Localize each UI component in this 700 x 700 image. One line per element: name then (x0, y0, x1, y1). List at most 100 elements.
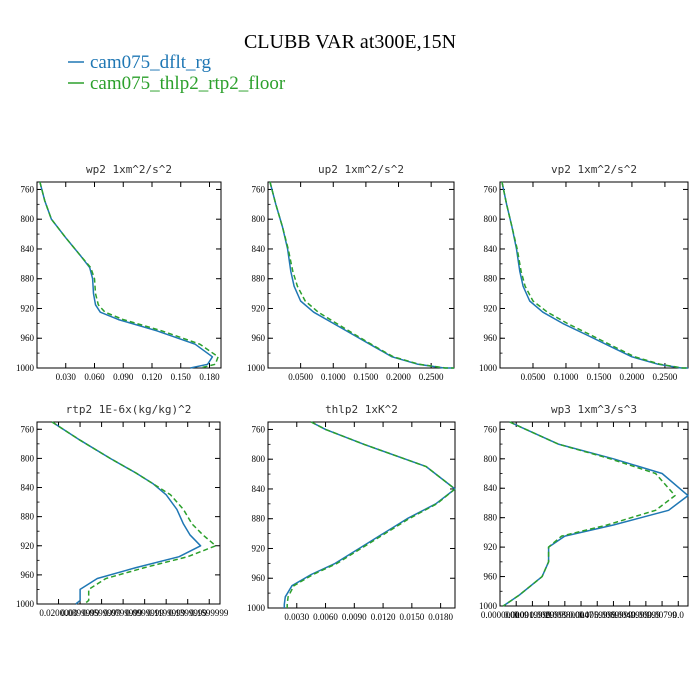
y-tick-label: 760 (484, 424, 498, 434)
legend-label-0: cam075_dflt_rg (90, 52, 212, 73)
x-tick-label: 0.0399999 (61, 608, 100, 618)
x-tick-label: 0.1000 (321, 372, 346, 382)
y-tick-label: 920 (252, 543, 266, 553)
y-tick-label: 840 (21, 483, 35, 493)
x-tick-label: 0.2500 (419, 372, 444, 382)
y-tick-label: 920 (484, 303, 498, 313)
y-tick-label: 840 (21, 244, 35, 254)
plot-frame (267, 421, 456, 609)
y-tick-label: 880 (252, 274, 266, 284)
y-tick-label: 1000 (16, 363, 35, 373)
y-tick-label: 760 (21, 424, 35, 434)
plot-frame (36, 181, 222, 369)
x-tick-label: 0.0180 (428, 612, 453, 622)
y-tick-label: 800 (21, 453, 35, 463)
x-tick-label: 0.0200000 (39, 608, 78, 618)
y-tick-label: 840 (484, 244, 498, 254)
legend: cam075_dflt_rg cam075_thlp2_rtp2_floor (68, 52, 286, 94)
y-tick-label: 840 (252, 484, 266, 494)
plot-frame (499, 181, 689, 369)
series-line-1 (39, 181, 219, 369)
panel-title: rtp2 1E-6x(kg/kg)^2 (66, 403, 192, 416)
x-tick-label: 0.0999999 (126, 608, 165, 618)
y-tick-label: 760 (484, 184, 498, 194)
x-tick-label: 0.0030 (284, 612, 309, 622)
panel-1: up2 1xm^2/s^2 760 800 840 880 920 960 1000 0.050… (247, 163, 455, 382)
panels: wp2 1xm^2/s^2 760 800 840 880 920 960 1000 0.030… (16, 163, 689, 622)
plot-frame (499, 421, 689, 607)
series-line-0 (283, 421, 456, 608)
x-tick-label: 0.1399999 (169, 608, 208, 618)
panel-5: wp3 1xm^3/s^376080084088092096010000.000… (479, 403, 689, 620)
y-tick-label: 960 (252, 573, 266, 583)
y-tick-label: 840 (484, 483, 498, 493)
x-tick-label: 0.0029999 (529, 610, 568, 620)
y-tick-label: 960 (21, 333, 35, 343)
x-tick-label: 0.1599999 (190, 608, 229, 618)
series-line-0 (501, 181, 688, 369)
panel-2: vp2 1xm^2/s^2 760 800 840 880 920 960 1000 0.050… (479, 163, 689, 382)
x-tick-label: 0.0060 (313, 612, 338, 622)
x-tick-label: 0.0799999 (104, 608, 143, 618)
x-tick-label: 0.180 (199, 372, 220, 382)
y-tick-label: 760 (21, 184, 35, 194)
x-tick-label: 0.150 (171, 372, 192, 382)
x-tick-label: 0.00999 (631, 610, 661, 620)
panel-0: wp2 1xm^2/s^2 760 800 840 880 920 960 1000 0.030… (16, 163, 222, 382)
y-tick-label: 880 (21, 274, 35, 284)
y-tick-label: 800 (484, 214, 498, 224)
plot-frame (36, 421, 221, 605)
x-tick-label: 0.0090 (342, 612, 367, 622)
y-tick-label: 960 (21, 570, 35, 580)
y-tick-label: 760 (252, 184, 266, 194)
plot-frame (267, 181, 455, 369)
x-tick-label: 0.120 (142, 372, 163, 382)
panel-title: up2 1xm^2/s^2 (318, 163, 404, 176)
x-tick-label: 0.00799 (647, 610, 677, 620)
y-tick-label: 760 (252, 424, 266, 434)
y-tick-label: 800 (252, 214, 266, 224)
y-tick-label: 1000 (247, 603, 266, 613)
x-tick-label: 0.0059999 (578, 610, 617, 620)
y-tick-label: 920 (484, 542, 498, 552)
x-tick-label: 0.2000 (386, 372, 411, 382)
y-tick-label: 840 (252, 244, 266, 254)
x-tick-label: 0.0038000 (546, 610, 585, 620)
x-tick-label: 0.030 (56, 372, 77, 382)
x-tick-label: 0.0049999 (611, 610, 650, 620)
y-tick-label: 960 (252, 333, 266, 343)
series-line-1 (286, 421, 456, 608)
x-tick-label: 0.0069999 (594, 610, 633, 620)
y-tick-label: 1000 (16, 599, 35, 609)
y-tick-label: 880 (484, 513, 498, 523)
x-tick-label: 0.1500 (354, 372, 379, 382)
y-tick-label: 1000 (479, 601, 498, 611)
y-tick-label: 960 (484, 333, 498, 343)
x-tick-label: 0.0150 (399, 612, 424, 622)
x-tick-label: 0.090 (113, 372, 134, 382)
y-tick-label: 800 (484, 454, 498, 464)
series-line-0 (502, 421, 689, 607)
series-line-0 (51, 421, 202, 605)
y-tick-label: 880 (484, 274, 498, 284)
y-tick-label: 800 (252, 454, 266, 464)
panel-title: wp2 1xm^2/s^2 (86, 163, 172, 176)
y-tick-label: 800 (21, 214, 35, 224)
x-tick-label: 0.0500 (288, 372, 313, 382)
x-tick-label: 0.0500 (521, 372, 546, 382)
y-tick-label: 1000 (247, 363, 266, 373)
panel-4: thlp2 1xK^2 760 800 840 880 920 960 1000 0.0030 0… (247, 403, 456, 622)
x-tick-label: 0.060 (84, 372, 105, 382)
x-tick-label: 0.0047 (569, 610, 594, 620)
x-tick-label: 0.0120 (371, 612, 396, 622)
series-line-0 (269, 181, 454, 369)
y-tick-label: 880 (252, 514, 266, 524)
x-tick-label: 0.0000000 (481, 610, 520, 620)
legend-label-1: cam075_thlp2_rtp2_floor (90, 73, 286, 94)
x-tick-label: 0.0019999 (513, 610, 552, 620)
panel-title: wp3 1xm^3/s^3 (551, 403, 637, 416)
x-tick-label: 0.1199999 (147, 608, 185, 618)
x-tick-label: 0.2500 (653, 372, 678, 382)
x-tick-label: 0.2000 (620, 372, 645, 382)
